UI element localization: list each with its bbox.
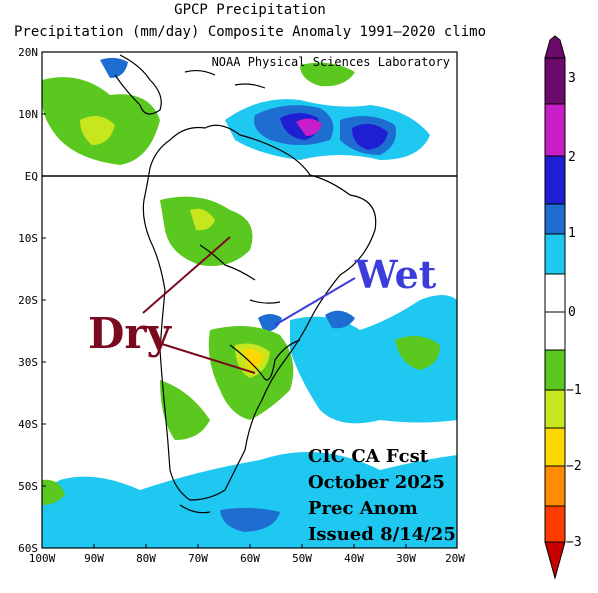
colorbar-tick: −3 (566, 535, 582, 550)
lat-label: 60S (18, 542, 38, 555)
lon-label: 60W (240, 552, 260, 565)
colorbar-top-arrow (544, 35, 566, 59)
credit-label: NOAA Physical Sciences Laboratory (212, 55, 450, 69)
note-line: Prec Anom (308, 498, 418, 519)
colorbar-segments (544, 57, 566, 543)
lat-label: 20S (18, 294, 38, 307)
colorbar-tick: 1 (568, 226, 576, 241)
lat-label: 10S (18, 232, 38, 245)
colorbar-tick: 2 (568, 150, 576, 165)
dry-annotation: Dry (88, 236, 256, 374)
note-line: CIC CA Fcst (308, 446, 429, 467)
lon-axis: 100W 90W 80W 70W 60W 50W 40W 30W 20W (29, 552, 466, 565)
lon-label: 70W (188, 552, 208, 565)
note-line: October 2025 (308, 472, 445, 493)
dry-label: Dry (88, 309, 173, 358)
anomaly-field (41, 51, 458, 549)
lat-label: 20N (18, 46, 38, 59)
map-title: GPCP Precipitation (174, 2, 326, 18)
lat-label: 40S (18, 418, 38, 431)
lat-label: 50S (18, 480, 38, 493)
colorbar-tick: −1 (566, 383, 582, 398)
colorbar-tick: −2 (566, 459, 582, 474)
colorbar-bottom-arrow (544, 541, 566, 580)
forecast-note: CIC CA Fcst October 2025 Prec Anom Issue… (308, 446, 456, 545)
lon-label: 100W (29, 552, 56, 565)
lat-label: EQ (25, 170, 38, 183)
wet-label: Wet (354, 252, 437, 297)
lon-label: 90W (84, 552, 104, 565)
lon-label: 50W (292, 552, 312, 565)
colorbar-tick: 3 (568, 71, 576, 86)
colorbar-ticks: 3 2 1 0 −1 −2 −3 (566, 71, 582, 550)
lon-label: 20W (445, 552, 465, 565)
lon-label: 30W (396, 552, 416, 565)
colorbar: 3 2 1 0 −1 −2 −3 (544, 35, 582, 580)
coastlines (114, 54, 377, 514)
lat-label: 10N (18, 108, 38, 121)
lon-label: 40W (344, 552, 364, 565)
colorbar-tick: 0 (568, 305, 576, 320)
wet-annotation: Wet (274, 252, 437, 326)
lon-ticks (93, 544, 407, 548)
lat-axis: 20N 10N EQ 10S 20S 30S 40S 50S 60S (18, 46, 38, 555)
lat-label: 30S (18, 356, 38, 369)
lon-label: 80W (136, 552, 156, 565)
lat-ticks (42, 51, 46, 487)
map-subtitle: Precipitation (mm/day) Composite Anomaly… (13, 24, 486, 40)
note-line: Issued 8/14/25 (308, 524, 456, 545)
